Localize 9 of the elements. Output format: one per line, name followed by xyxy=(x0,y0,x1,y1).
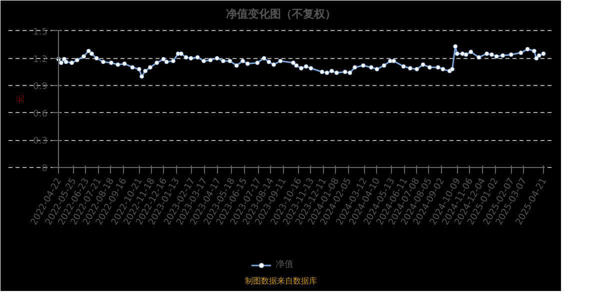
chart-title: 净值变化图（不复权） xyxy=(226,8,336,20)
y-tick-label: 0.9 xyxy=(33,82,48,92)
legend-label: 净值 xyxy=(276,258,294,271)
y-axis-title: 元 xyxy=(16,95,26,103)
y-tick-label: 1.5 xyxy=(33,27,48,38)
y-tick-label: 0.6 xyxy=(33,109,48,120)
y-tick-label: 0.3 xyxy=(33,136,48,147)
text: 制图数据来自数据库 xyxy=(245,276,317,286)
y-tick-label: 1.2 xyxy=(33,54,48,65)
